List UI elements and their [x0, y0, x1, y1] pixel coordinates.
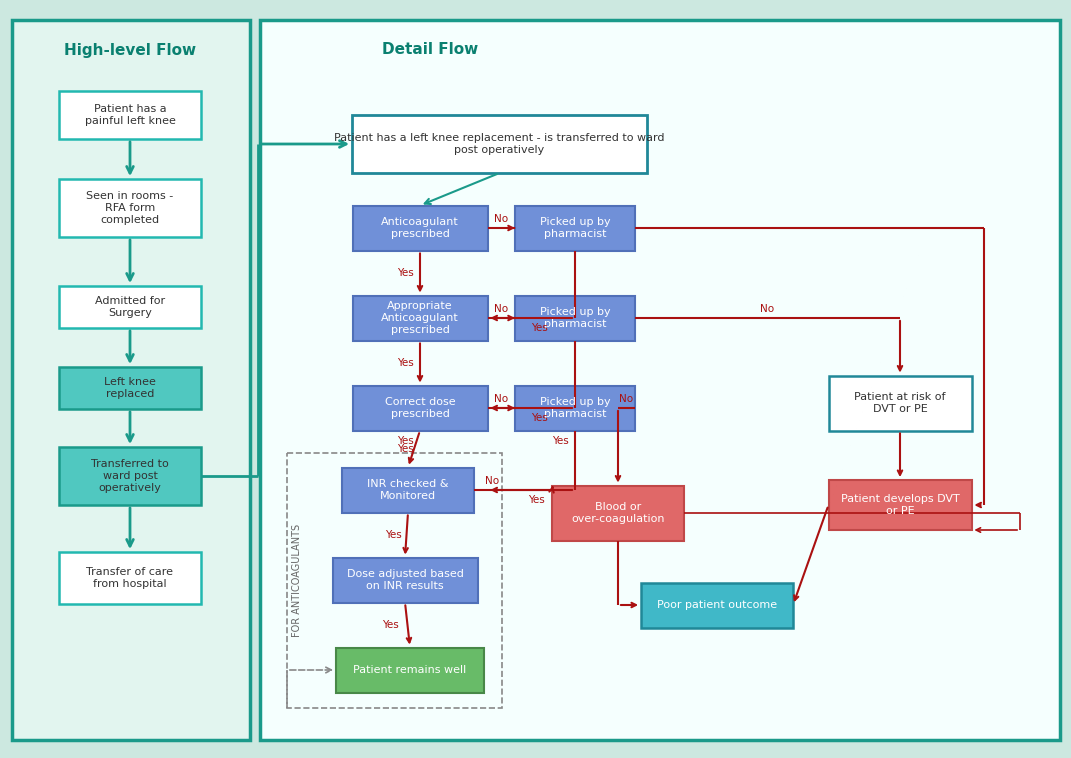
Text: No: No [760, 304, 774, 314]
Text: Picked up by
pharmacist: Picked up by pharmacist [540, 307, 610, 329]
FancyBboxPatch shape [642, 582, 793, 628]
FancyBboxPatch shape [59, 179, 201, 237]
FancyBboxPatch shape [59, 447, 201, 505]
Text: Appropriate
Anticoagulant
prescribed: Appropriate Anticoagulant prescribed [381, 302, 458, 334]
Text: Yes: Yes [384, 530, 402, 540]
Text: Transferred to
ward post
operatively: Transferred to ward post operatively [91, 459, 169, 493]
Text: Patient remains well: Patient remains well [353, 665, 467, 675]
Text: Patient has a left knee replacement - is transferred to ward
post operatively: Patient has a left knee replacement - is… [334, 133, 665, 155]
Text: Yes: Yes [381, 620, 398, 630]
Text: Anticoagulant
prescribed: Anticoagulant prescribed [381, 218, 458, 239]
Text: Yes: Yes [531, 413, 547, 423]
Text: Patient develops DVT
or PE: Patient develops DVT or PE [841, 494, 960, 515]
FancyBboxPatch shape [352, 386, 487, 431]
FancyBboxPatch shape [352, 205, 487, 250]
Text: FOR ANTICOAGULANTS: FOR ANTICOAGULANTS [292, 524, 302, 637]
Text: Patient has a
painful left knee: Patient has a painful left knee [85, 104, 176, 126]
Text: Admitted for
Surgery: Admitted for Surgery [95, 296, 165, 318]
FancyBboxPatch shape [352, 296, 487, 340]
FancyBboxPatch shape [515, 205, 635, 250]
FancyBboxPatch shape [829, 480, 971, 530]
FancyBboxPatch shape [829, 375, 971, 431]
Text: Yes: Yes [528, 495, 545, 505]
Text: High-level Flow: High-level Flow [64, 42, 196, 58]
Text: INR checked &
Monitored: INR checked & Monitored [367, 479, 449, 501]
Text: Picked up by
pharmacist: Picked up by pharmacist [540, 397, 610, 419]
Text: Poor patient outcome: Poor patient outcome [657, 600, 778, 610]
Text: Left knee
replaced: Left knee replaced [104, 377, 156, 399]
Text: No: No [619, 394, 634, 404]
Text: No: No [494, 304, 509, 314]
Text: No: No [485, 476, 499, 486]
Text: Detail Flow: Detail Flow [382, 42, 478, 58]
Text: Yes: Yes [396, 358, 413, 368]
FancyBboxPatch shape [552, 486, 684, 540]
Text: Transfer of care
from hospital: Transfer of care from hospital [87, 567, 174, 589]
FancyBboxPatch shape [336, 647, 484, 693]
Text: Correct dose
prescribed: Correct dose prescribed [384, 397, 455, 419]
FancyBboxPatch shape [515, 296, 635, 340]
Text: Dose adjusted based
on INR results: Dose adjusted based on INR results [347, 569, 464, 590]
Text: Seen in rooms -
RFA form
completed: Seen in rooms - RFA form completed [87, 192, 174, 224]
FancyBboxPatch shape [59, 286, 201, 328]
Text: Yes: Yes [396, 268, 413, 278]
Text: No: No [494, 214, 509, 224]
FancyBboxPatch shape [59, 367, 201, 409]
FancyBboxPatch shape [342, 468, 474, 512]
Text: Patient at risk of
DVT or PE: Patient at risk of DVT or PE [855, 392, 946, 414]
FancyBboxPatch shape [515, 386, 635, 431]
Text: Blood or
over-coagulation: Blood or over-coagulation [571, 503, 665, 524]
Text: No: No [494, 394, 509, 404]
FancyBboxPatch shape [59, 91, 201, 139]
FancyBboxPatch shape [260, 20, 1060, 740]
Text: Picked up by
pharmacist: Picked up by pharmacist [540, 218, 610, 239]
FancyBboxPatch shape [12, 20, 250, 740]
FancyBboxPatch shape [332, 557, 478, 603]
FancyBboxPatch shape [59, 552, 201, 604]
Text: Yes: Yes [396, 444, 413, 454]
Text: Yes: Yes [396, 436, 413, 446]
Text: Yes: Yes [552, 436, 569, 446]
FancyBboxPatch shape [352, 115, 647, 173]
Text: Yes: Yes [531, 323, 547, 333]
